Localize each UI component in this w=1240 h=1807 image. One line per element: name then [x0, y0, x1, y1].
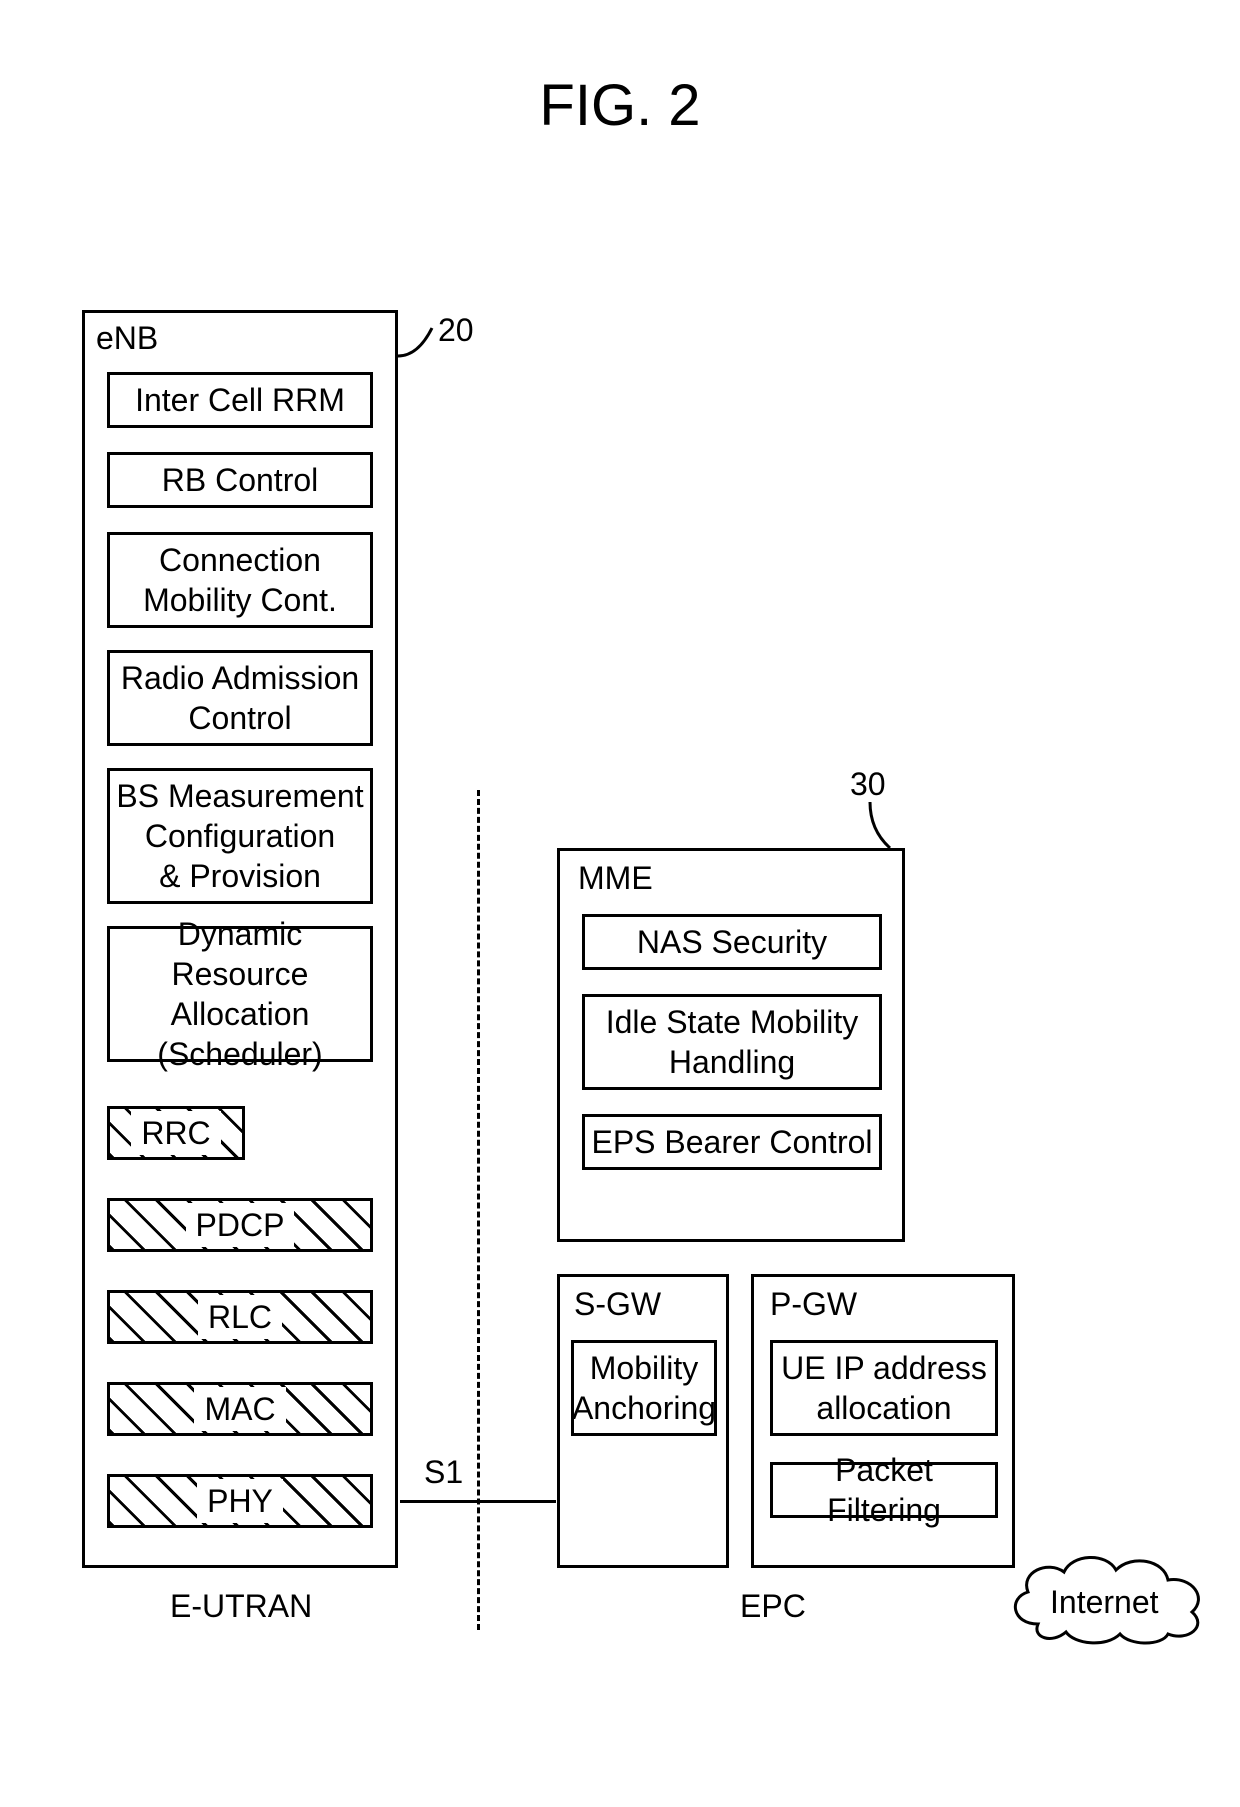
enb-item-label: Radio Admission Control	[121, 658, 359, 738]
epc-label: EPC	[740, 1588, 806, 1625]
enb-item-label: RLC	[198, 1295, 282, 1339]
enb-item: RRC	[107, 1106, 245, 1160]
mme-item-label: Idle State Mobility Handling	[606, 1002, 859, 1082]
pgw-title: P-GW	[770, 1286, 857, 1323]
pgw-item-label: Packet Filtering	[779, 1450, 989, 1530]
pgw-item: UE IP address allocation	[770, 1340, 998, 1436]
enb-item-label: Dynamic Resource Allocation (Scheduler)	[116, 914, 364, 1074]
mme-item-label: NAS Security	[637, 922, 827, 962]
enb-item: Dynamic Resource Allocation (Scheduler)	[107, 926, 373, 1062]
pgw-item-label: UE IP address allocation	[781, 1348, 987, 1428]
mme-item: EPS Bearer Control	[582, 1114, 882, 1170]
mme-ref-leader	[868, 800, 916, 850]
enb-item-label: Connection Mobility Cont.	[143, 540, 337, 620]
enb-item: PDCP	[107, 1198, 373, 1252]
enb-item-label: Inter Cell RRM	[135, 380, 345, 420]
enb-item: RB Control	[107, 452, 373, 508]
enb-item-label: PHY	[197, 1479, 283, 1523]
enb-item-label: MAC	[194, 1387, 285, 1431]
enb-ref-label: 20	[438, 312, 474, 349]
sgw-title: S-GW	[574, 1286, 661, 1323]
mme-title: MME	[578, 860, 653, 897]
sgw-item-label: Mobility Anchoring	[572, 1348, 716, 1428]
mme-item-label: EPS Bearer Control	[591, 1122, 872, 1162]
enb-item: Inter Cell RRM	[107, 372, 373, 428]
enb-item: Radio Admission Control	[107, 650, 373, 746]
internet-label: Internet	[1050, 1584, 1159, 1621]
mme-ref-label: 30	[850, 766, 886, 803]
enb-item-label: PDCP	[186, 1203, 295, 1247]
s1-connector	[400, 1500, 556, 1503]
s1-label: S1	[424, 1454, 463, 1491]
enb-item: PHY	[107, 1474, 373, 1528]
mme-item: Idle State Mobility Handling	[582, 994, 882, 1090]
enb-title: eNB	[96, 320, 158, 357]
sgw-item: Mobility Anchoring	[571, 1340, 717, 1436]
enb-item-label: BS Measurement Configuration & Provision	[116, 776, 363, 896]
enb-item-label: RB Control	[162, 460, 319, 500]
pgw-item: Packet Filtering	[770, 1462, 998, 1518]
enb-item-label: RRC	[131, 1111, 220, 1155]
eutran-label: E-UTRAN	[170, 1588, 312, 1625]
enb-item: MAC	[107, 1382, 373, 1436]
enb-item: Connection Mobility Cont.	[107, 532, 373, 628]
s1-boundary-line	[477, 790, 480, 1630]
enb-item: RLC	[107, 1290, 373, 1344]
enb-item: BS Measurement Configuration & Provision	[107, 768, 373, 904]
mme-item: NAS Security	[582, 914, 882, 970]
figure-title: FIG. 2	[539, 72, 700, 139]
